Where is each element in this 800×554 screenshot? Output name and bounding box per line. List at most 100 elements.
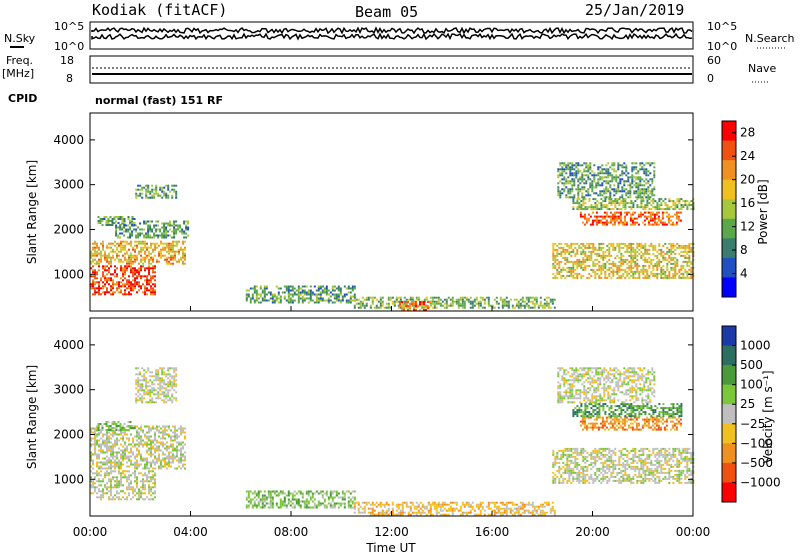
heatmap-cell [98,289,100,292]
heatmap-cell [107,218,110,220]
heatmap-cell [539,505,542,508]
heatmap-cell [641,192,644,195]
heatmap-cell [90,470,92,473]
heatmap-cell [491,509,494,512]
heatmap-cell [168,455,170,458]
heatmap-cell [317,297,320,300]
heatmap-cell [627,211,630,214]
heatmap-cell [623,223,626,226]
heatmap-cell [600,198,603,201]
heatmap-cell [616,254,619,257]
heatmap-cell [615,188,618,191]
heatmap-cell [149,192,152,195]
heatmap-cell [166,447,168,450]
heatmap-cell [120,476,122,479]
heatmap-cell [134,445,136,448]
heatmap-cell [347,500,350,503]
heatmap-cell [245,490,248,493]
heatmap-cell [110,273,112,276]
heatmap-cell [160,242,162,245]
heatmap-cell [118,291,120,294]
heatmap-cell [124,457,126,460]
heatmap-cell [592,270,595,273]
heatmap-cell [94,431,96,434]
heatmap-cell [303,289,306,292]
heatmap-cell [641,184,644,187]
heatmap-cell [608,268,611,271]
heatmap-cell [417,509,420,512]
heatmap-cell [108,256,110,259]
heatmap-cell [140,254,142,257]
heatmap-cell [647,174,650,177]
heatmap-cell [413,304,416,307]
heatmap-cell [289,492,292,495]
heatmap-cell [343,285,346,288]
heatmap-cell [684,254,687,257]
heatmap-cell [171,395,174,398]
heatmap-cell [111,224,114,226]
heatmap-cell [140,480,142,483]
heatmap-cell [437,511,440,514]
heatmap-cell [136,240,138,243]
heatmap-cell [599,184,602,187]
heatmap-cell [598,252,601,255]
heatmap-cell [627,178,630,181]
heatmap-cell [329,504,332,507]
heatmap-cell [156,258,158,261]
heatmap-cell [593,219,596,222]
heatmap-cell [144,472,146,475]
heatmap-cell [497,306,500,309]
heatmap-cell [620,252,623,255]
heatmap-cell [651,182,654,185]
heatmap-cell [127,216,130,218]
heatmap-cell [102,246,104,249]
heatmap-cell [102,275,104,278]
heatmap-cell [184,467,186,470]
heatmap-cell [98,443,100,446]
heatmap-cell [175,196,178,199]
heatmap-cell [115,224,118,227]
heatmap-cell [90,256,92,259]
heatmap-cell [628,250,631,253]
heatmap-cell [136,425,138,428]
heatmap-cell [114,441,116,444]
heatmap-cell [166,455,168,458]
heatmap-cell [367,296,370,299]
heatmap-cell [473,509,476,512]
heatmap-cell [245,297,248,300]
heatmap-cell [331,490,334,493]
heatmap-cell [487,505,490,508]
heatmap-cell [159,194,162,197]
heatmap-cell [656,250,659,253]
heatmap-cell [379,302,382,305]
heatmap-cell [130,474,132,477]
heatmap-cell [624,200,627,203]
heatmap-cell [630,262,633,265]
heatmap-cell [570,274,573,277]
heatmap-cell [321,502,324,505]
heatmap-cell [415,513,418,516]
heatmap-cell [680,208,683,211]
heatmap-cell [164,254,166,257]
heatmap-cell [281,500,284,503]
heatmap-cell [139,379,142,382]
heatmap-cell [247,506,250,509]
heatmap-cell [560,250,563,253]
heatmap-cell [596,206,599,209]
heatmap-cell [94,449,96,452]
heatmap-cell [158,457,160,460]
heatmap-cell [325,293,328,296]
heatmap-cell [615,217,618,220]
heatmap-cell [471,304,474,307]
heatmap-cell [183,220,186,223]
heatmap-cell [605,176,608,179]
heatmap-cell [363,505,366,508]
heatmap-cell [351,299,354,302]
heatmap-cell [92,281,94,284]
heatmap-cell [535,296,538,299]
heatmap-cell [155,377,158,380]
heatmap-cell [479,503,482,506]
heatmap-cell [142,498,144,501]
heatmap-cell [611,176,614,179]
heatmap-cell [592,250,595,253]
